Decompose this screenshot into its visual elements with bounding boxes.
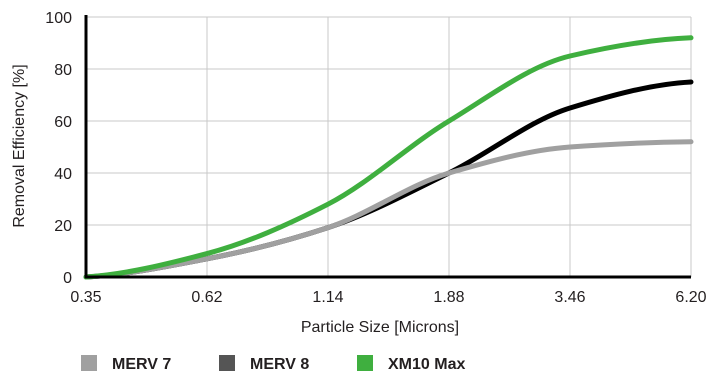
series-line-xm10-max [83, 35, 694, 280]
x-axis-title: Particle Size [Microns] [301, 319, 459, 336]
x-tick-label: 1.14 [312, 289, 343, 306]
legend: MERV 7 MERV 8 XM10 Max [81, 355, 465, 373]
y-tick-label: 0 [63, 270, 72, 287]
y-tick-label: 80 [54, 62, 72, 79]
axes [84, 15, 691, 279]
legend-label-merv-8: MERV 8 [250, 356, 309, 373]
x-tick-label: 0.62 [191, 289, 222, 306]
legend-label-merv-7: MERV 7 [112, 356, 171, 373]
y-axis-title: Removal Efficiency [%] [11, 64, 28, 227]
y-tick-label: 20 [54, 218, 72, 235]
series-line-merv-8 [83, 79, 694, 280]
grid [86, 16, 692, 277]
series-lines [83, 35, 694, 280]
legend-swatch-merv-7 [81, 355, 97, 371]
legend-swatch-xm10-max [357, 355, 373, 371]
legend-label-xm10-max: XM10 Max [388, 356, 465, 373]
x-tick-label: 1.88 [433, 289, 464, 306]
tick-labels: 0 20 40 60 80 100 0.35 0.62 1.14 1.88 3.46 6.20 [45, 10, 706, 306]
x-tick-label: 6.20 [675, 289, 706, 306]
legend-swatch-merv-8 [219, 355, 235, 371]
series-line-merv-7 [83, 139, 694, 280]
y-tick-label: 40 [54, 166, 72, 183]
x-tick-label: 3.46 [554, 289, 585, 306]
y-tick-label: 60 [54, 114, 72, 131]
y-tick-label: 100 [45, 10, 72, 27]
x-tick-label: 0.35 [70, 289, 101, 306]
